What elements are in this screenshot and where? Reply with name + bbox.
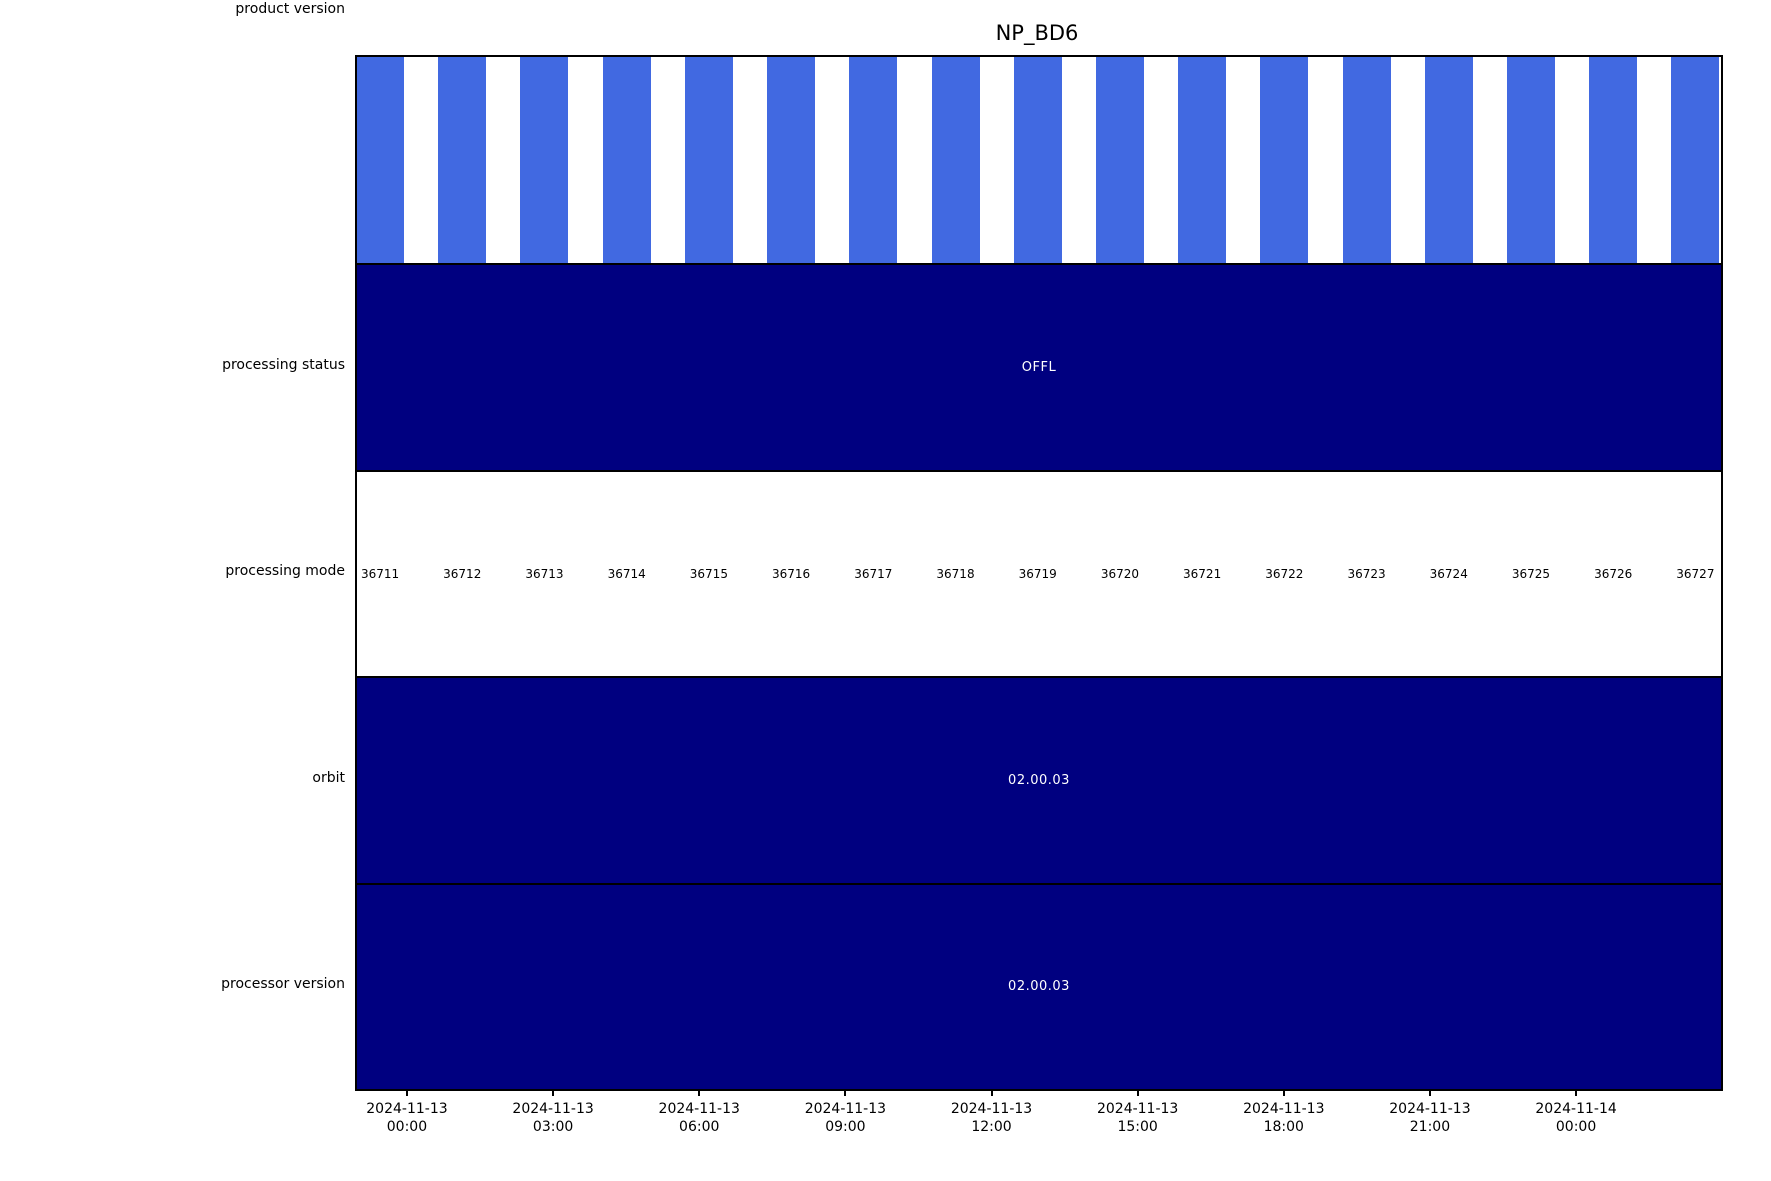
processor-version-value: 02.00.03: [1008, 772, 1070, 788]
orbit-number: 36713: [525, 566, 564, 581]
x-tick-date: 2024-11-13: [804, 1101, 887, 1117]
orbit-number: 36714: [607, 566, 646, 581]
row-product-version: 02.00.03: [357, 882, 1721, 1089]
processing-status-bar: [1178, 57, 1227, 264]
processing-status-bar: [931, 57, 980, 264]
row-processing-mode: OFFL: [357, 263, 1721, 470]
x-tick-mark: [698, 1089, 701, 1096]
processing-status-bar: [849, 57, 898, 264]
x-tick-date: 2024-11-14: [1535, 1101, 1617, 1117]
x-tick-label: 2024-11-13 06:00: [629, 1100, 769, 1136]
x-tick-label: 2024-11-13 03:00: [483, 1100, 623, 1136]
x-tick-mark: [844, 1089, 847, 1096]
x-tick-date: 2024-11-13: [1243, 1101, 1325, 1117]
x-tick-mark: [1282, 1089, 1285, 1096]
x-tick-mark: [405, 1089, 408, 1096]
x-tick-time: 03:00: [532, 1119, 574, 1135]
row-label-orbit: orbit: [312, 770, 345, 786]
processing-status-bar: [684, 57, 733, 264]
x-tick-time: 21:00: [1409, 1119, 1451, 1135]
orbit-number: 36722: [1265, 566, 1304, 581]
processing-status-bar: [767, 57, 816, 264]
processing-status-bar: [438, 57, 487, 264]
orbit-number: 36716: [771, 566, 811, 581]
processing-status-bar: [1589, 57, 1638, 264]
orbit-number: 36727: [1676, 566, 1715, 581]
orbit-number: 36715: [689, 566, 728, 581]
row-processor-version: 02.00.03: [357, 676, 1721, 883]
x-tick-time: 09:00: [825, 1119, 866, 1135]
processing-mode-value: OFFL: [1021, 360, 1057, 376]
x-tick-time: 15:00: [1117, 1119, 1158, 1135]
plot-area: OFFL 36711 36712 36713 36714 36715 36716 36717…: [355, 55, 1723, 1091]
orbit-number: 36726: [1594, 566, 1633, 581]
row-label-processing-status: processing status: [222, 357, 345, 373]
processing-status-bar: [520, 57, 569, 264]
x-tick-label: 2024-11-13 12:00: [922, 1100, 1062, 1136]
x-tick-time: 12:00: [971, 1119, 1012, 1135]
row-label-processor-version: processor version: [221, 976, 345, 992]
processing-status-bar: [357, 57, 405, 264]
x-tick-date: 2024-11-13: [366, 1101, 448, 1117]
processing-status-bar: [1424, 57, 1473, 264]
x-tick-date: 2024-11-13: [950, 1101, 1033, 1117]
orbit-number: 36719: [1018, 566, 1057, 581]
x-tick-time: 06:00: [679, 1119, 720, 1135]
row-label-product-version: product version: [235, 1, 345, 17]
orbit-number: 36723: [1347, 566, 1386, 581]
chart-title: NP_BD6: [995, 21, 1079, 45]
orbit-number: 36718: [936, 566, 975, 581]
x-tick-mark: [1428, 1089, 1431, 1096]
x-tick-time: 18:00: [1263, 1119, 1304, 1135]
x-tick-date: 2024-11-13: [658, 1101, 740, 1117]
x-tick-label: 2024-11-13 00:00: [337, 1100, 477, 1136]
x-tick-mark: [990, 1089, 993, 1096]
processing-status-bar: [1342, 57, 1391, 264]
row-orbit: 36711 36712 36713 36714 36715 36716 36717 36718…: [357, 469, 1721, 676]
x-tick-label: 2024-11-14 00:00: [1506, 1100, 1646, 1136]
x-tick-time: 00:00: [1555, 1119, 1597, 1135]
processing-status-bar: [1013, 57, 1062, 264]
x-tick-mark: [1136, 1089, 1139, 1096]
orbit-number: 36721: [1183, 566, 1222, 581]
processing-status-bar: [1671, 57, 1720, 264]
x-tick-date: 2024-11-13: [1389, 1101, 1471, 1117]
x-tick-label: 2024-11-13 18:00: [1214, 1100, 1354, 1136]
orbit-number: 36720: [1100, 566, 1140, 581]
orbit-number: 36717: [854, 566, 893, 581]
x-tick-date: 2024-11-13: [512, 1101, 594, 1117]
x-tick-mark: [1575, 1089, 1578, 1096]
row-label-processing-mode: processing mode: [225, 563, 345, 579]
orbit-number: 36712: [443, 566, 482, 581]
processing-status-bar: [602, 57, 651, 264]
processing-status-bar: [1260, 57, 1309, 264]
x-tick-mark: [552, 1089, 555, 1096]
processing-status-bar: [1506, 57, 1555, 264]
orbit-number: 36724: [1429, 566, 1468, 581]
x-tick-label: 2024-11-13 21:00: [1360, 1100, 1500, 1136]
x-tick-label: 2024-11-13 09:00: [775, 1100, 915, 1136]
product-version-value: 02.00.03: [1008, 979, 1070, 995]
orbit-number: 36711: [360, 566, 400, 581]
orbit-number: 36725: [1511, 566, 1551, 581]
x-tick-time: 00:00: [386, 1119, 428, 1135]
row-processing-status: [357, 57, 1721, 264]
processing-status-bar: [1095, 57, 1144, 264]
x-tick-date: 2024-11-13: [1096, 1101, 1179, 1117]
x-tick-label: 2024-11-13 15:00: [1068, 1100, 1208, 1136]
